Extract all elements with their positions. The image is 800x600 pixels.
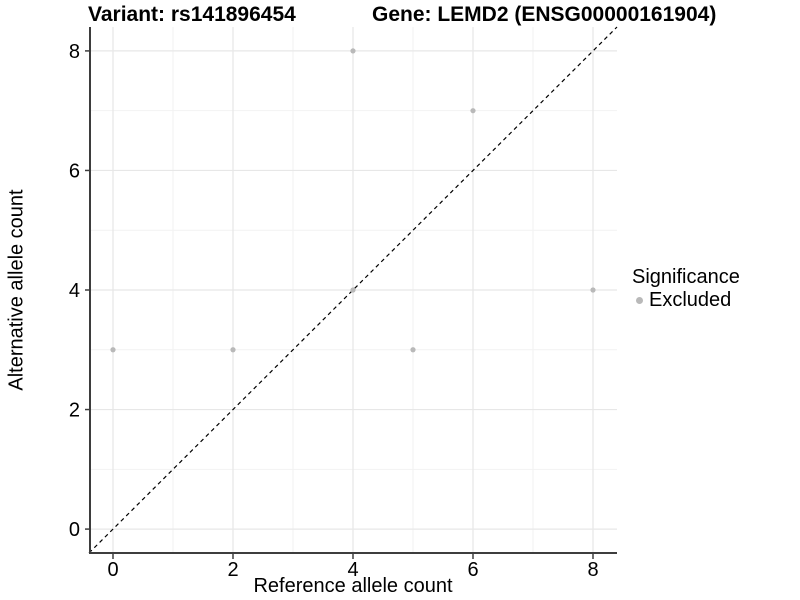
legend: Significance Excluded — [632, 266, 740, 311]
data-point — [230, 347, 236, 353]
y-axis-title: Alternative allele count — [5, 189, 28, 391]
x-tick-label: 8 — [587, 559, 598, 581]
legend-item-label: Excluded — [649, 289, 732, 311]
y-tick-label: 6 — [69, 160, 80, 182]
data-point — [470, 108, 476, 114]
data-point — [590, 287, 596, 293]
legend-title: Significance — [632, 266, 740, 288]
x-tick-label: 0 — [107, 559, 118, 581]
x-tick-label: 4 — [347, 559, 358, 581]
y-tick-label: 0 — [69, 519, 80, 541]
x-axis-title: Reference allele count — [253, 575, 453, 597]
data-point — [110, 347, 116, 353]
scatter-plot-canvas: 0 2 4 6 8 0 2 4 6 8 — [69, 26, 618, 581]
y-tick-label: 4 — [69, 280, 80, 302]
plot-panel: 0 2 4 6 8 0 2 4 6 8 — [69, 26, 618, 581]
data-point — [350, 48, 356, 54]
legend-items: Excluded — [632, 289, 740, 311]
plot-title-variant: Variant: rs141896454 — [88, 3, 296, 26]
x-tick-label: 2 — [227, 559, 238, 581]
legend-key-dot-icon — [636, 296, 643, 304]
y-tick-label: 8 — [69, 41, 80, 63]
y-tick-label: 2 — [69, 400, 80, 422]
plot-title-gene: Gene: LEMD2 (ENSG00000161904) — [372, 3, 717, 26]
x-tick-label: 6 — [467, 559, 478, 581]
data-point — [410, 347, 416, 353]
legend-item: Excluded — [632, 289, 740, 311]
data-point — [350, 287, 356, 293]
